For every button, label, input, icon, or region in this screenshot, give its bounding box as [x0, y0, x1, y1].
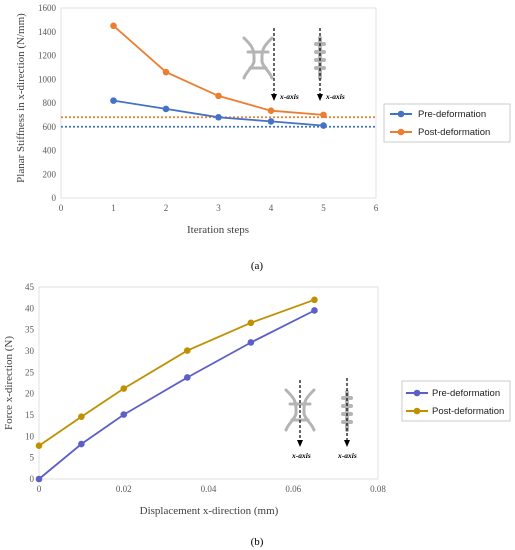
plot-area-border: [60, 7, 377, 199]
gripper-front-view-icon: [242, 36, 274, 80]
x-tick-label: 6: [374, 203, 379, 213]
chart-b-series: [35, 296, 318, 483]
chart-b-caption: (b): [251, 536, 264, 548]
data-point-post-deformation: [184, 347, 191, 354]
x-axis-label: x-axis: [279, 92, 299, 101]
legend-marker-pre-deformation: [413, 389, 421, 397]
data-point-post-deformation: [120, 385, 128, 392]
data-point-post-deformation: [35, 442, 43, 450]
x-tick-label: 3: [216, 203, 221, 213]
series-line-post-deformation: [112, 25, 324, 116]
data-point-post-deformation: [110, 22, 117, 30]
data-point-pre-deformation: [311, 307, 318, 314]
x-tick-label: 0.04: [201, 484, 217, 494]
legend-label-pre-deformation: Pre-deformation: [432, 388, 500, 399]
y-tick-label: 5: [30, 453, 35, 463]
chart-a-legend: Pre-deformation Post-deformation: [383, 103, 511, 143]
x-axis-label: x-axis: [337, 451, 357, 460]
y-tick-label: 40: [25, 303, 35, 313]
legend-marker-post-deformation: [413, 407, 421, 415]
x-tick-label: 0.06: [285, 484, 301, 494]
x-axis-arrowhead-icon: [297, 440, 303, 447]
y-tick-label: 20: [25, 389, 35, 399]
data-point-pre-deformation: [320, 122, 327, 129]
data-point-post-deformation: [311, 296, 318, 304]
x-axis-label: x-axis: [291, 451, 311, 460]
plot-area-border: [38, 286, 379, 480]
data-point-post-deformation: [215, 92, 222, 100]
x-tick-label: 4: [269, 203, 274, 213]
legend-box: [383, 103, 511, 143]
chart-b-x-axis-title: Displacement x-direction (mm): [140, 505, 279, 517]
y-tick-label: 1200: [38, 51, 57, 61]
x-axis-arrowhead-icon: [344, 440, 350, 447]
y-tick-label: 200: [43, 169, 57, 179]
y-tick-label: 800: [43, 98, 57, 108]
chart-a-axes: 0 1 2 3 4 5 6 0 200 400 600 800 1000 1200 1400 1600: [38, 3, 379, 213]
legend-marker-post-deformation: [397, 128, 405, 136]
y-tick-label: 400: [43, 146, 57, 156]
y-tick-label: 600: [43, 122, 57, 132]
data-point-pre-deformation: [162, 105, 170, 113]
chart-b-legend: Pre-deformation Post-deformation: [401, 380, 511, 422]
data-point-pre-deformation: [247, 339, 255, 346]
data-point-pre-deformation: [215, 113, 222, 121]
data-point-pre-deformation: [35, 475, 43, 483]
y-tick-label: 1000: [38, 74, 57, 84]
data-point-pre-deformation: [267, 118, 275, 125]
chart-a-y-axis-title: Planar Stiffness in x-direction (N/mm): [15, 13, 27, 183]
data-point-post-deformation: [78, 413, 85, 421]
chart-b-inset-illustration: x-axis x-axis: [284, 378, 357, 460]
data-point-post-deformation: [320, 111, 327, 119]
chart-a-inset-illustration: x-axis x-axis: [242, 28, 345, 101]
y-tick-label: 1600: [38, 3, 57, 13]
legend-label-post-deformation: Post-deformation: [418, 127, 490, 138]
x-tick-label: 0.08: [370, 484, 386, 494]
x-tick-label: 1: [111, 203, 116, 213]
chart-a-x-axis-title: Iteration steps: [187, 224, 249, 236]
x-tick-label: 2: [164, 203, 169, 213]
data-point-post-deformation: [247, 319, 255, 327]
y-tick-label: 0: [30, 474, 35, 484]
data-point-post-deformation: [162, 68, 170, 76]
data-point-pre-deformation: [78, 440, 85, 448]
chart-a-series: [110, 22, 327, 129]
x-axis-arrowhead-icon: [271, 94, 277, 101]
x-tick-label: 0: [59, 203, 64, 213]
y-tick-label: 35: [25, 325, 35, 335]
x-tick-label: 5: [321, 203, 326, 213]
legend-label-pre-deformation: Pre-deformation: [418, 109, 486, 120]
series-line-post-deformation: [38, 298, 315, 447]
chart-b-y-axis-title: Force x-direction (N): [3, 336, 15, 430]
x-axis-label: x-axis: [325, 92, 345, 101]
data-point-pre-deformation: [184, 374, 191, 381]
data-point-post-deformation: [267, 107, 275, 115]
legend-marker-pre-deformation: [397, 110, 405, 118]
chart-a: 0 1 2 3 4 5 6 0 200 400 600 800 1000 1200 1400 1600 x-a…: [15, 3, 511, 272]
chart-a-caption: (a): [251, 260, 264, 272]
data-point-pre-deformation: [120, 411, 128, 418]
gripper-front-view-icon: [284, 388, 316, 432]
series-line-pre-deformation: [38, 309, 315, 480]
y-tick-label: 45: [25, 282, 35, 292]
legend-box: [401, 380, 511, 422]
data-point-pre-deformation: [110, 97, 117, 104]
y-tick-label: 30: [25, 346, 35, 356]
chart-b-axes: 0 0.02 0.04 0.06 0.08 0 5 10 15 20 25 30 35 40 45: [25, 282, 386, 494]
chart-b: 0 0.02 0.04 0.06 0.08 0 5 10 15 20 25 30 35 40 45 x-ax…: [3, 282, 511, 548]
x-axis-arrowhead-icon: [317, 94, 323, 101]
x-tick-label: 0: [37, 484, 42, 494]
y-tick-label: 1400: [38, 27, 57, 37]
legend-label-post-deformation: Post-deformation: [432, 406, 504, 417]
y-tick-label: 0: [52, 193, 57, 203]
y-tick-label: 25: [25, 367, 35, 377]
y-tick-label: 15: [25, 410, 35, 420]
x-tick-label: 0.02: [116, 484, 132, 494]
y-tick-label: 10: [25, 431, 35, 441]
